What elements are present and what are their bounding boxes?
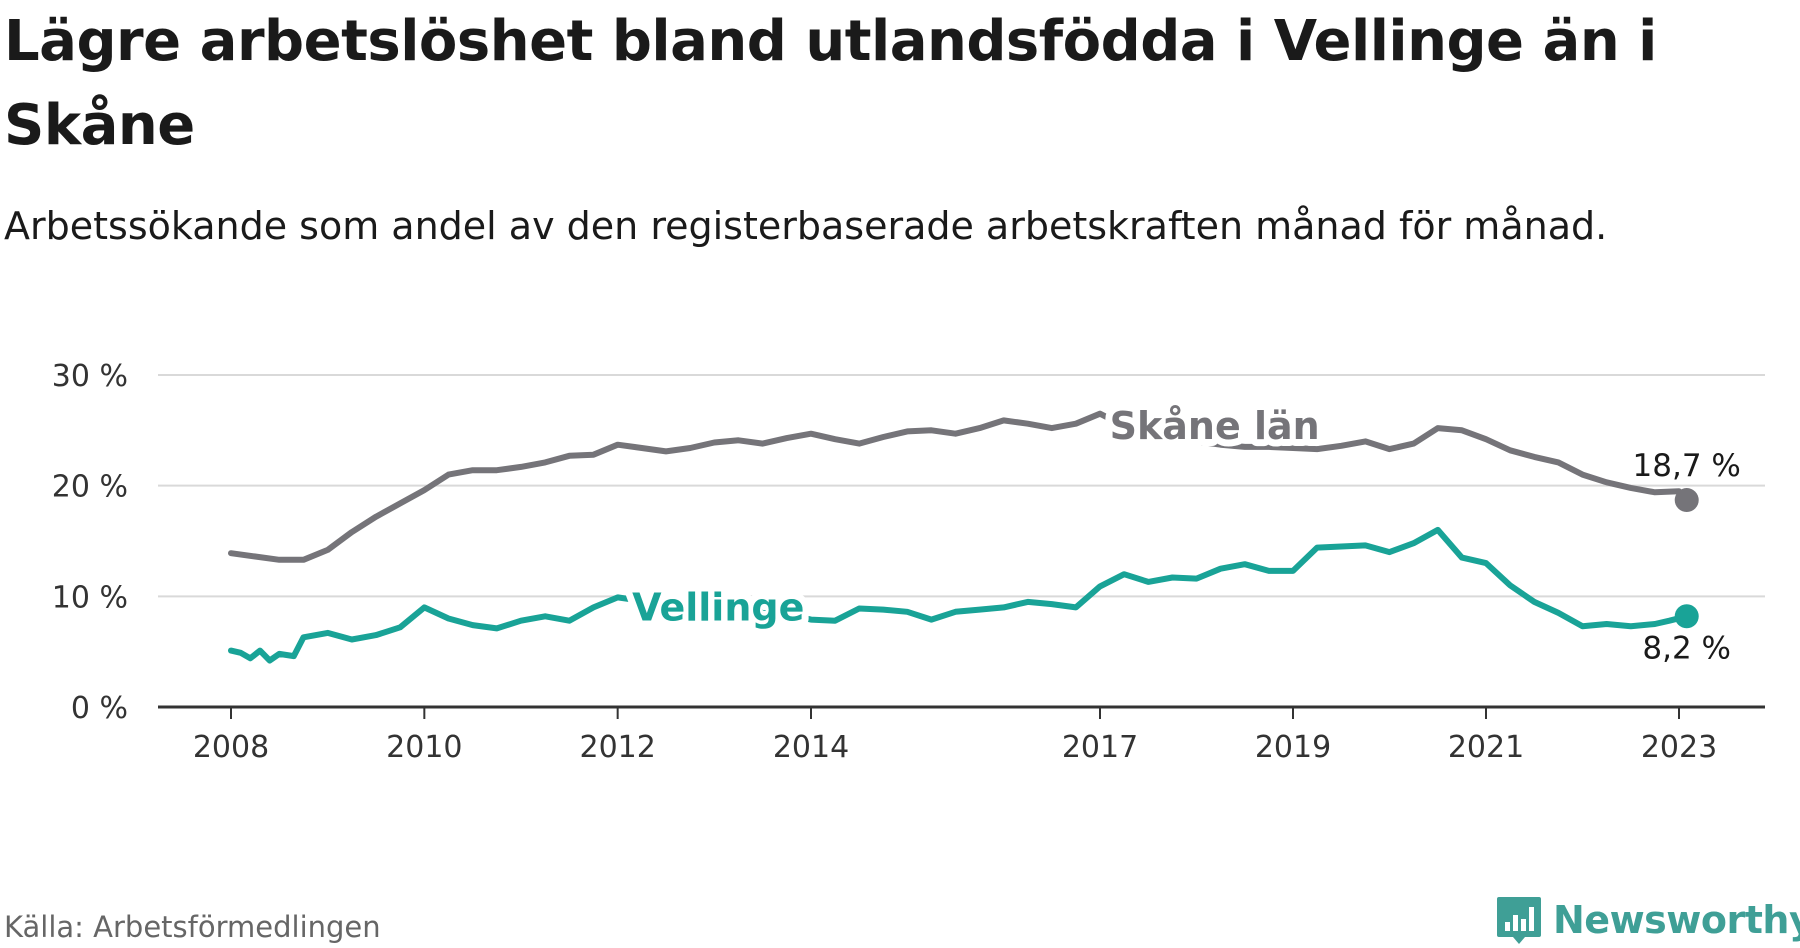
brand-logo[interactable]: Newsworthy <box>1495 890 1800 948</box>
x-tick-label: 2019 <box>1255 730 1331 765</box>
series-end-point-skane <box>1674 488 1699 513</box>
gridlines <box>158 374 1765 598</box>
end-value-label-vellinge: 8,2 % <box>1642 630 1731 666</box>
chart-subtitle: Arbetssökande som andel av den registerb… <box>4 204 1608 248</box>
series-label-halo: Vellinge <box>632 585 804 629</box>
brand-name: Newsworthy <box>1553 898 1800 942</box>
y-tick-label: 0 % <box>71 691 128 726</box>
x-tick-label: 2014 <box>773 730 849 765</box>
y-tick-label: 10 % <box>52 580 128 615</box>
series-label-skane: Skåne län <box>1110 404 1320 448</box>
axes: 0 % 10 % 20 % 30 % 2008 2010 2012 2014 2017 2019 2… <box>52 359 1765 765</box>
chart-title: Lägre arbetslöshet bland utlandsfödda i … <box>4 9 1657 158</box>
y-tick-label: 20 % <box>52 470 128 505</box>
x-tick-label: 2023 <box>1641 730 1717 765</box>
x-tick-label: 2021 <box>1448 730 1524 765</box>
end-value-label-halo: 8,2 % <box>1642 630 1731 666</box>
series-line-skane <box>228 410 1690 563</box>
series-line-vellinge <box>228 526 1690 664</box>
y-tick-label: 30 % <box>52 359 128 394</box>
source-note: Källa: Arbetsförmedlingen <box>4 910 381 944</box>
series-lines <box>228 410 1699 664</box>
end-value-label-skane: 18,7 % <box>1633 448 1741 484</box>
series-label-vellinge: Vellinge <box>632 585 804 629</box>
series-end-point-vellinge <box>1674 604 1699 629</box>
end-value-label-halo: 18,7 % <box>1633 448 1741 484</box>
series-label-halo: Skåne län <box>1110 404 1320 448</box>
x-tick-label: 2010 <box>386 730 462 765</box>
x-tick-label: 2008 <box>193 730 269 765</box>
x-tick-label: 2017 <box>1062 730 1138 765</box>
bar-chart-bubble-icon <box>1497 897 1541 944</box>
x-tick-label: 2012 <box>579 730 655 765</box>
